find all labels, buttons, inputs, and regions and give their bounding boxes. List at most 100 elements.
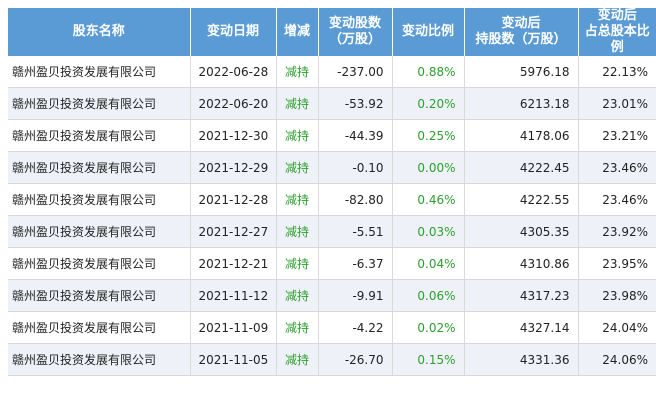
cell-pct-after: 22.13% <box>578 56 656 88</box>
header-line: 变动比例 <box>401 24 454 39</box>
cell-change-ratio: 0.25% <box>392 119 465 152</box>
header-direction: 增减 <box>276 8 319 56</box>
table-row: 赣州盈贝投资发展有限公司 2021-12-30 减持 -44.39 0.25% 4178.… <box>8 119 656 152</box>
cell-pct-after: 23.95% <box>578 247 656 280</box>
cell-change-ratio: 0.15% <box>392 343 465 376</box>
cell-change-shares: -5.51 <box>318 215 393 248</box>
cell-change-shares: -44.39 <box>318 119 393 152</box>
cell-holder-name: 赣州盈贝投资发展有限公司 <box>8 279 191 312</box>
header-shares-after: 变动后 持股数（万股） <box>464 8 579 56</box>
cell-change-date: 2021-12-30 <box>190 119 277 152</box>
cell-direction: 减持 <box>276 151 319 184</box>
holder-change-table: 股东名称 变动日期 增减 变动股数 （万股） 变动比例 变动后 持股数（万股） <box>8 8 656 376</box>
cell-holder-name: 赣州盈贝投资发展有限公司 <box>8 87 191 120</box>
cell-change-date: 2021-12-27 <box>190 215 277 248</box>
cell-change-ratio: 0.04% <box>392 247 465 280</box>
cell-change-shares: -237.00 <box>318 56 393 88</box>
cell-change-shares: -26.70 <box>318 343 393 376</box>
table-row: 赣州盈贝投资发展有限公司 2021-12-21 减持 -6.37 0.04% 4310.8… <box>8 247 656 280</box>
cell-change-date: 2021-12-28 <box>190 183 277 216</box>
cell-pct-after: 23.46% <box>578 183 656 216</box>
cell-direction: 减持 <box>276 56 319 88</box>
header-line: 股东名称 <box>72 24 125 39</box>
cell-direction: 减持 <box>276 183 319 216</box>
header-line: 占总股本比例 <box>584 24 650 55</box>
cell-shares-after: 6213.18 <box>464 87 579 120</box>
header-line: 增减 <box>283 24 310 39</box>
cell-change-date: 2021-11-05 <box>190 343 277 376</box>
cell-pct-after: 23.92% <box>578 215 656 248</box>
cell-change-ratio: 0.06% <box>392 279 465 312</box>
cell-change-shares: -53.92 <box>318 87 393 120</box>
cell-shares-after: 4327.14 <box>464 311 579 344</box>
cell-change-shares: -0.10 <box>318 151 393 184</box>
cell-pct-after: 23.98% <box>578 279 656 312</box>
holder-change-table-container: 股东名称 变动日期 增减 变动股数 （万股） 变动比例 变动后 持股数（万股） <box>8 8 656 376</box>
header-change-shares: 变动股数 （万股） <box>318 8 393 56</box>
header-line: 持股数（万股） <box>475 32 567 47</box>
header-line: 变动后 <box>597 8 637 23</box>
header-change-date: 变动日期 <box>190 8 277 56</box>
cell-change-shares: -9.91 <box>318 279 393 312</box>
cell-change-date: 2022-06-20 <box>190 87 277 120</box>
cell-shares-after: 4305.35 <box>464 215 579 248</box>
table-row: 赣州盈贝投资发展有限公司 2021-11-09 减持 -4.22 0.02% 4327.1… <box>8 311 656 344</box>
header-holder-name: 股东名称 <box>8 8 191 56</box>
cell-change-shares: -4.22 <box>318 311 393 344</box>
table-body: 赣州盈贝投资发展有限公司 2022-06-28 减持 -237.00 0.88% 5976… <box>8 56 656 376</box>
cell-direction: 减持 <box>276 119 319 152</box>
cell-pct-after: 24.06% <box>578 343 656 376</box>
cell-direction: 减持 <box>276 279 319 312</box>
cell-pct-after: 23.46% <box>578 151 656 184</box>
header-pct-after: 变动后 占总股本比例 <box>578 8 656 56</box>
cell-change-ratio: 0.00% <box>392 151 465 184</box>
cell-direction: 减持 <box>276 87 319 120</box>
cell-holder-name: 赣州盈贝投资发展有限公司 <box>8 311 191 344</box>
table-row: 赣州盈贝投资发展有限公司 2021-11-12 减持 -9.91 0.06% 4317.2… <box>8 279 656 312</box>
cell-change-date: 2021-11-09 <box>190 311 277 344</box>
header-change-ratio: 变动比例 <box>392 8 465 56</box>
cell-shares-after: 4222.55 <box>464 183 579 216</box>
header-line: 变动日期 <box>206 24 259 39</box>
cell-change-ratio: 0.88% <box>392 56 465 88</box>
cell-shares-after: 4178.06 <box>464 119 579 152</box>
cell-direction: 减持 <box>276 247 319 280</box>
table-row: 赣州盈贝投资发展有限公司 2021-11-05 减持 -26.70 0.15% 4331.… <box>8 343 656 376</box>
header-line: （万股） <box>328 32 381 47</box>
cell-shares-after: 5976.18 <box>464 56 579 88</box>
cell-holder-name: 赣州盈贝投资发展有限公司 <box>8 183 191 216</box>
table-row: 赣州盈贝投资发展有限公司 2021-12-28 减持 -82.80 0.46% 4222.… <box>8 183 656 216</box>
header-line: 变动后 <box>501 16 541 31</box>
header-line: 变动股数 <box>328 16 381 31</box>
cell-shares-after: 4310.86 <box>464 247 579 280</box>
cell-change-ratio: 0.03% <box>392 215 465 248</box>
cell-shares-after: 4317.23 <box>464 279 579 312</box>
cell-change-shares: -82.80 <box>318 183 393 216</box>
table-header-row: 股东名称 变动日期 增减 变动股数 （万股） 变动比例 变动后 持股数（万股） <box>8 8 656 56</box>
cell-holder-name: 赣州盈贝投资发展有限公司 <box>8 151 191 184</box>
cell-direction: 减持 <box>276 343 319 376</box>
cell-change-date: 2022-06-28 <box>190 56 277 88</box>
cell-pct-after: 23.21% <box>578 119 656 152</box>
cell-direction: 减持 <box>276 215 319 248</box>
cell-change-ratio: 0.46% <box>392 183 465 216</box>
cell-change-ratio: 0.02% <box>392 311 465 344</box>
table-row: 赣州盈贝投资发展有限公司 2022-06-20 减持 -53.92 0.20% 6213.… <box>8 87 656 120</box>
table-row: 赣州盈贝投资发展有限公司 2021-12-27 减持 -5.51 0.03% 4305.3… <box>8 215 656 248</box>
cell-change-shares: -6.37 <box>318 247 393 280</box>
cell-holder-name: 赣州盈贝投资发展有限公司 <box>8 56 191 88</box>
cell-change-date: 2021-12-21 <box>190 247 277 280</box>
cell-holder-name: 赣州盈贝投资发展有限公司 <box>8 343 191 376</box>
cell-change-date: 2021-12-29 <box>190 151 277 184</box>
table-row: 赣州盈贝投资发展有限公司 2021-12-29 减持 -0.10 0.00% 4222.4… <box>8 151 656 184</box>
cell-holder-name: 赣州盈贝投资发展有限公司 <box>8 215 191 248</box>
cell-holder-name: 赣州盈贝投资发展有限公司 <box>8 119 191 152</box>
cell-change-ratio: 0.20% <box>392 87 465 120</box>
cell-pct-after: 23.01% <box>578 87 656 120</box>
cell-direction: 减持 <box>276 311 319 344</box>
cell-holder-name: 赣州盈贝投资发展有限公司 <box>8 247 191 280</box>
table-row: 赣州盈贝投资发展有限公司 2022-06-28 减持 -237.00 0.88% 5976… <box>8 56 656 88</box>
cell-pct-after: 24.04% <box>578 311 656 344</box>
cell-shares-after: 4222.45 <box>464 151 579 184</box>
cell-change-date: 2021-11-12 <box>190 279 277 312</box>
